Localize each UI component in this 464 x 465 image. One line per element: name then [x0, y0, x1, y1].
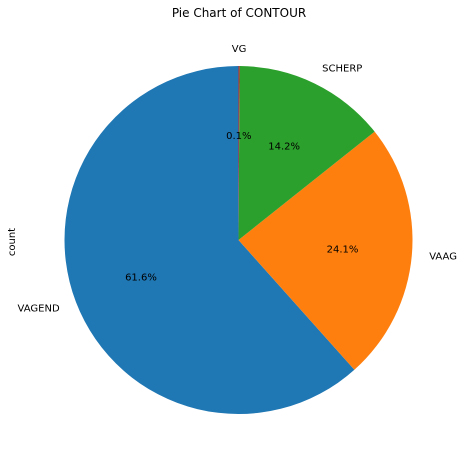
pie-slice-vagend	[64, 66, 355, 415]
pct-label-scherp: 14.2%	[268, 142, 300, 153]
pie-labels: 61.6% VAGEND 24.1% VAAG 14.2% SCHERP 0.1% VG	[18, 44, 457, 315]
y-axis-label: count	[7, 228, 18, 256]
pie-slice-vaag	[238, 131, 413, 370]
chart-title: Pie Chart of CONTOUR	[172, 6, 306, 20]
pct-label-vagend: 61.6%	[125, 273, 157, 284]
slice-label-vg: VG	[232, 44, 247, 55]
pie-slices	[64, 66, 413, 415]
slice-label-vagend: VAGEND	[18, 304, 60, 315]
pct-label-vaag: 24.1%	[327, 244, 359, 255]
pie-slice-vg	[238, 66, 240, 240]
pie-slice-scherp	[238, 66, 375, 240]
slice-label-vaag: VAAG	[429, 252, 457, 263]
slice-label-scherp: SCHERP	[322, 63, 362, 74]
pct-label-vg: 0.1%	[226, 131, 251, 142]
